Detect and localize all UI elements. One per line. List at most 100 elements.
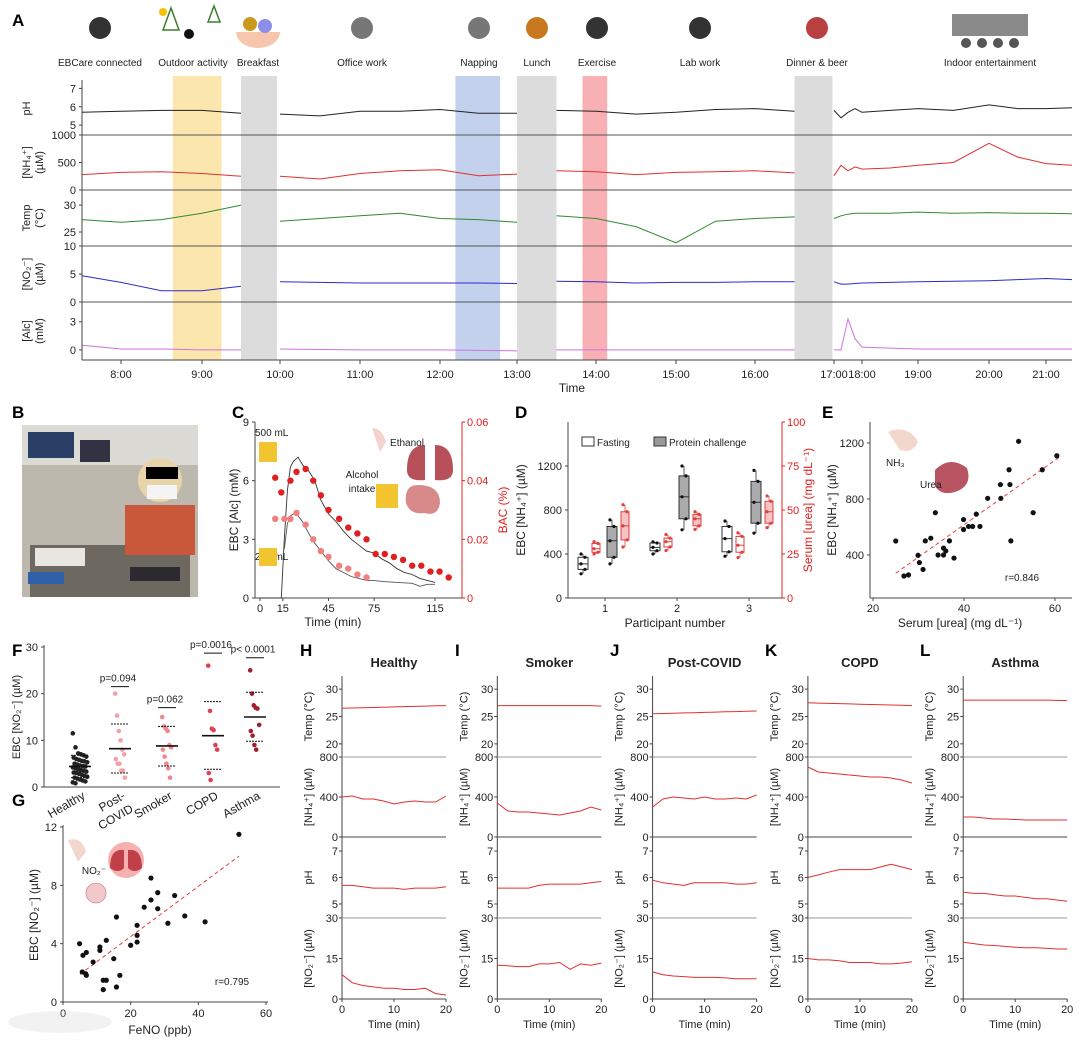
box-point <box>693 510 697 514</box>
y-tick-label: 30 <box>636 684 648 696</box>
trend-line <box>79 855 240 975</box>
y-tick-label: 0 <box>332 994 338 1006</box>
box-point <box>621 545 625 549</box>
bac-point-500ml <box>302 465 309 473</box>
x-axis-label: Time (min) <box>305 615 362 629</box>
box-point <box>651 545 655 550</box>
panel-letter: K <box>765 641 778 660</box>
box-point <box>769 499 773 503</box>
y-tick-label-right: 0.02 <box>467 534 488 546</box>
group-point <box>84 774 90 780</box>
scatter-point <box>997 481 1004 488</box>
y-tick-label: 9 <box>243 417 249 429</box>
group-point <box>250 733 255 738</box>
box-point <box>765 510 769 514</box>
box-point <box>579 552 583 556</box>
alcohol-intake-label: Alcohol <box>346 470 379 481</box>
activity-band <box>517 76 557 360</box>
photo-monitor <box>28 432 74 458</box>
series-line <box>963 891 1068 902</box>
x-tick-label: 20:00 <box>975 369 1003 381</box>
y-tick-label: 10 <box>26 735 38 747</box>
audience-head <box>977 38 987 48</box>
series-line <box>496 802 602 816</box>
y-tick-label: 400 <box>846 550 864 562</box>
correlation-label: r=0.795 <box>215 977 250 988</box>
y-axis-label: EBC [NH₄⁺] (µM) <box>825 464 839 555</box>
icon-glyph <box>468 17 490 39</box>
y-tick-label: 6 <box>953 873 959 885</box>
y-tick-label: 0 <box>70 185 76 197</box>
icon-glyph <box>351 17 373 39</box>
y-tick-label: 20 <box>636 739 648 751</box>
y-tick-label: 15 <box>947 954 959 966</box>
group-point <box>207 708 213 714</box>
airway-icon <box>85 882 107 904</box>
box-point <box>680 528 684 532</box>
box-fasting-nh4 <box>649 542 661 552</box>
group-point <box>116 728 122 734</box>
face-icon <box>888 429 918 451</box>
activity-label: EBCare connected <box>58 58 142 69</box>
y-tick-label: 1200 <box>538 461 562 473</box>
x-axis-label: Time <box>559 381 586 395</box>
y-tick-label: 8 <box>51 880 57 892</box>
scatter-point <box>83 949 89 956</box>
series-line-2 <box>81 204 1073 244</box>
face-icon <box>68 839 86 862</box>
x-tick-label: 12:00 <box>426 369 454 381</box>
group-point <box>84 769 89 774</box>
scatter-point <box>155 890 161 896</box>
x-axis-label: Time (min) <box>523 1019 575 1031</box>
scatter-point <box>1006 467 1012 473</box>
series-line <box>341 795 447 805</box>
track-label: Temp (°C) <box>303 692 315 742</box>
box-fasting-urea <box>663 537 673 548</box>
x-tick-label: 2 <box>674 603 680 615</box>
x-tick-label: 0 <box>257 603 263 615</box>
x-axis-label: FeNO (ppb) <box>128 1023 191 1037</box>
y-tick-label: 800 <box>544 505 562 517</box>
x-tick-label: 20 <box>906 1004 918 1016</box>
x-tick-label: 13:00 <box>503 369 531 381</box>
series-line <box>807 766 913 784</box>
y-tick-label: 0 <box>487 832 493 844</box>
y-tick-label: 0 <box>32 782 38 794</box>
activity-label: Napping <box>460 58 497 69</box>
photo-privacy-bar <box>146 467 178 479</box>
y-tick-label: 30 <box>481 684 493 696</box>
bac-point-250ml <box>335 562 343 569</box>
y-tick-label-right: 0 <box>467 593 473 605</box>
bac-point-250ml <box>325 553 332 561</box>
y-tick-label: 0 <box>70 345 76 357</box>
scatter-point <box>901 573 907 579</box>
bac-point-500ml <box>278 489 285 496</box>
bac-point-500ml <box>427 568 434 575</box>
group-point <box>213 742 218 748</box>
legend-swatch-fasting <box>581 436 595 447</box>
bac-point-250ml <box>287 515 294 522</box>
x-tick-label: 0 <box>60 1008 66 1020</box>
track-label: Temp (°C) <box>458 692 470 742</box>
track-label: [NH₄⁺] (µM) <box>303 768 315 826</box>
box-point <box>655 541 659 545</box>
track-label: Temp (°C) <box>769 692 781 742</box>
scatter-point <box>951 555 957 561</box>
scatter-point <box>97 947 103 953</box>
box-point <box>579 562 583 566</box>
series-line-0 <box>81 104 1073 119</box>
y-tick-label: 30 <box>636 913 648 925</box>
fruit-bowl-icon <box>236 17 280 48</box>
hiker-shape <box>184 29 194 39</box>
box-point <box>621 503 625 507</box>
scatter-point <box>916 559 923 566</box>
bac-point-500ml <box>293 468 300 476</box>
p-value-label: p=0.094 <box>100 674 137 685</box>
x-axis-label: Time (min) <box>679 1019 731 1031</box>
box-point <box>596 550 600 554</box>
group-point <box>112 691 118 696</box>
bac-point-500ml <box>325 506 332 514</box>
box-protein-nh4 <box>678 475 690 520</box>
y-tick-label: 15 <box>636 954 648 966</box>
steak-beer-icon <box>806 17 828 39</box>
